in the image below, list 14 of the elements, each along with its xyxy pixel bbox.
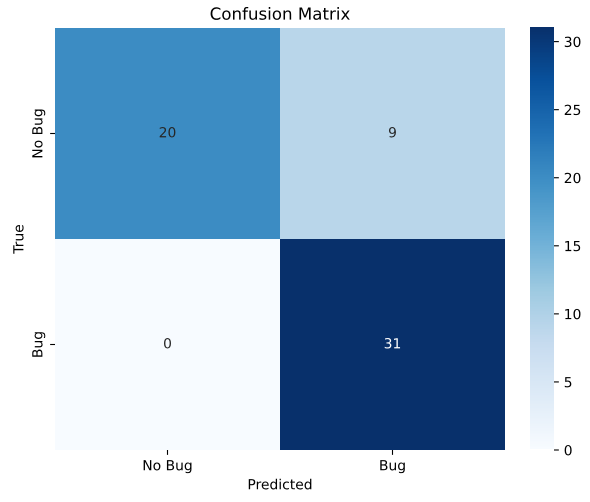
data-label: 31 [384,338,400,349]
color-bar-label: 10 [565,308,580,320]
y-axis-title: True [13,224,24,254]
x-axis-title: Predicted [248,478,312,490]
data-label: 0 [164,338,171,349]
data-label: 9 [388,127,396,138]
color-bar-label: 15 [565,240,580,252]
color-bar-label: 30 [564,36,580,48]
color-bar-label: 20 [564,172,580,184]
chart-title: Confusion Matrix [210,7,350,20]
color-bar-label: 25 [564,104,580,116]
data-label: 20 [160,127,176,138]
color-bar-label: 5 [564,377,572,388]
color-bar-label: 0 [564,444,572,456]
